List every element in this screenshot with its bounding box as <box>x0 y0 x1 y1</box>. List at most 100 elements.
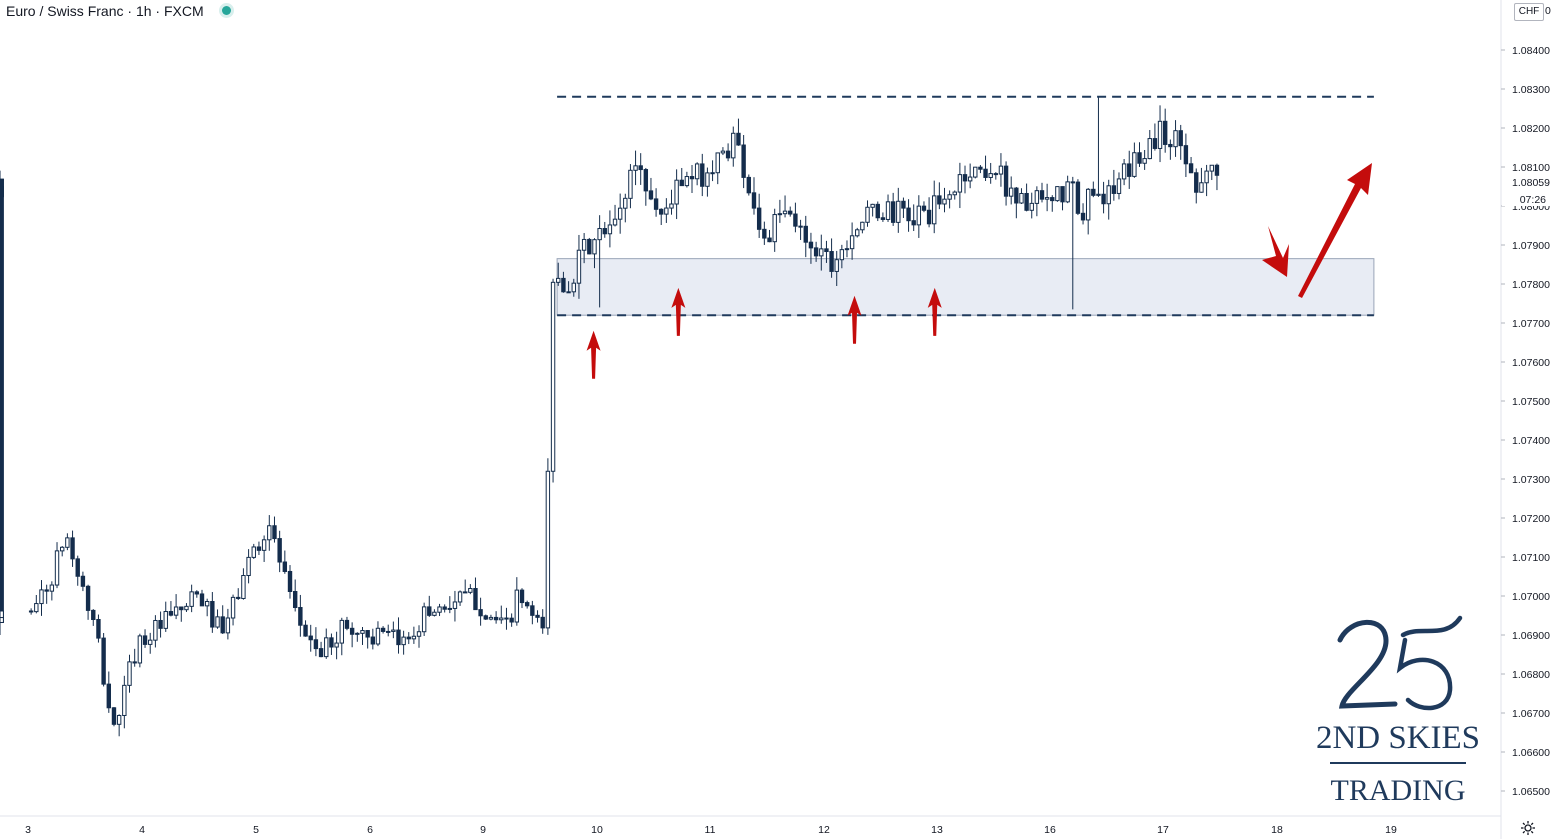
candle-body <box>483 615 488 620</box>
candle-body <box>514 589 520 623</box>
candle-body <box>865 206 870 223</box>
candle-body <box>1116 178 1122 194</box>
candle-body <box>762 228 767 239</box>
candle-body <box>731 132 736 159</box>
candle-body <box>277 538 282 563</box>
header-sep-2: · <box>155 3 161 19</box>
interval-label[interactable]: 1h <box>135 3 152 19</box>
candle-body <box>236 596 241 599</box>
candle-body <box>1209 164 1214 172</box>
candle-body <box>432 611 437 616</box>
candle-body <box>39 589 44 605</box>
gear-icon[interactable] <box>1520 820 1536 836</box>
time-tick-label: 18 <box>1271 824 1283 836</box>
candle-body <box>256 546 262 551</box>
candle-body <box>1157 120 1163 149</box>
candle-body <box>597 228 602 241</box>
candle-body <box>158 619 163 629</box>
candle-body <box>1188 163 1194 174</box>
candle-body <box>411 635 417 640</box>
candle-body <box>272 525 277 540</box>
candle-body <box>220 616 225 634</box>
candle-body <box>386 630 391 633</box>
candle-body <box>49 584 55 592</box>
candle-body <box>1060 186 1065 203</box>
candle-body <box>767 237 772 243</box>
candle-body <box>28 610 34 613</box>
chart-header[interactable]: Euro / Swiss Franc · 1h · FXCM <box>6 3 231 19</box>
candle-body <box>1111 185 1117 194</box>
candle-body <box>230 596 236 619</box>
currency-button[interactable]: CHF <box>1514 3 1544 21</box>
candle-body <box>1152 138 1158 149</box>
candle-body <box>339 619 344 644</box>
candle-body <box>1003 165 1009 197</box>
price-tick-label: 1.07200 <box>1512 513 1550 525</box>
candle-body <box>653 198 659 210</box>
candle-body <box>896 200 901 223</box>
candle-body <box>679 179 684 187</box>
candle-body <box>550 281 556 472</box>
candle-body <box>978 166 983 170</box>
time-tick-label: 9 <box>480 824 486 836</box>
candle-body <box>617 207 623 220</box>
candle-body <box>998 165 1004 175</box>
candle-body <box>292 590 298 609</box>
candle-body <box>793 213 798 227</box>
candle-body <box>751 192 757 209</box>
price-axis-top-partial: 0 <box>1545 5 1551 17</box>
candle-body <box>313 639 319 650</box>
price-tick-label: 1.07800 <box>1512 279 1550 291</box>
candle-body <box>329 637 334 648</box>
logo-line1: 2ND SKIES <box>1316 720 1480 756</box>
candle-body <box>1085 188 1091 221</box>
candle-body <box>504 617 509 620</box>
price-tick-label: 1.07400 <box>1512 435 1550 447</box>
candle-body <box>488 616 494 620</box>
price-tick-label: 1.06700 <box>1512 708 1550 720</box>
candle-body <box>427 606 432 616</box>
header-sep-1: · <box>127 3 133 19</box>
candle-body <box>710 172 715 175</box>
candle-body <box>34 603 39 613</box>
candle-body <box>612 218 618 226</box>
logo-line2: TRADING <box>1331 774 1466 807</box>
candle-body <box>184 605 189 611</box>
candle-body <box>194 591 200 595</box>
candle-body <box>772 214 777 243</box>
time-tick-label: 19 <box>1385 824 1397 836</box>
candle-body <box>468 588 473 593</box>
candle-body <box>659 208 664 215</box>
candle-body <box>720 150 726 154</box>
symbol-name[interactable]: Euro / Swiss Franc <box>6 3 124 19</box>
candle-body <box>545 470 551 629</box>
candle-body <box>932 195 937 225</box>
candle-body <box>349 627 355 635</box>
candle-body <box>937 195 942 205</box>
candle-body <box>391 629 396 632</box>
price-tick-label: 1.06800 <box>1512 669 1550 681</box>
candle-body <box>844 248 850 251</box>
candle-body <box>967 176 973 182</box>
candle-body <box>225 617 231 634</box>
candle-body <box>1214 164 1220 176</box>
candle-body <box>1162 120 1168 145</box>
market-status-icon <box>221 6 231 15</box>
candle-body <box>287 570 293 592</box>
candle-body <box>132 661 137 664</box>
candle-body <box>380 627 386 632</box>
candle-body <box>204 601 210 607</box>
candle-body <box>890 201 896 223</box>
candle-body <box>179 606 184 611</box>
candle-body <box>689 176 695 180</box>
candle-body <box>705 172 710 187</box>
candle-body <box>375 627 381 645</box>
candle-body <box>106 683 111 709</box>
candle-body <box>142 635 148 645</box>
candle-body <box>962 174 968 182</box>
candle-body <box>1044 197 1050 200</box>
candle-body <box>60 546 65 552</box>
candle-body <box>916 205 922 226</box>
candle-body <box>700 163 705 187</box>
